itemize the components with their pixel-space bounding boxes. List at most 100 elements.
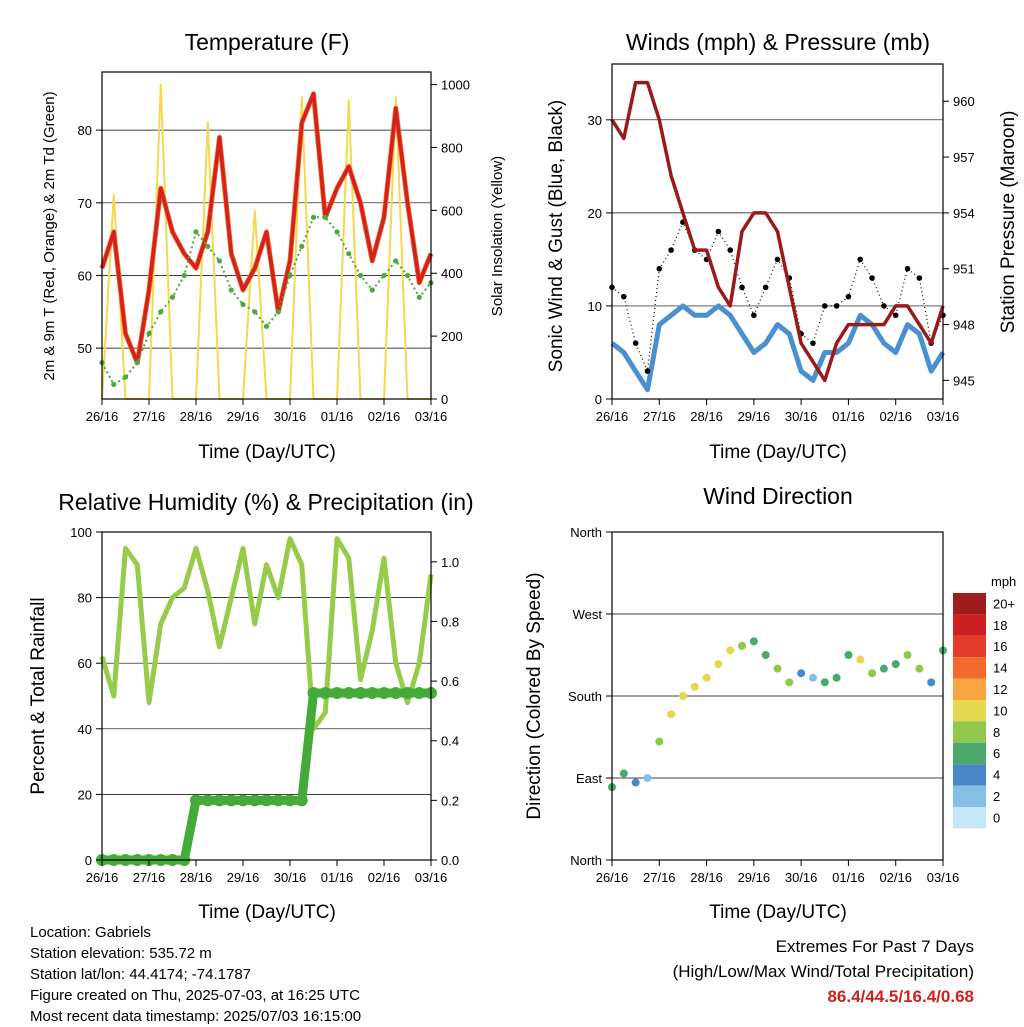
- humidity-xtick-label: 01/16: [321, 870, 354, 885]
- legend-label: 6: [993, 746, 1000, 761]
- gust-point: [668, 247, 674, 253]
- humidity-xtick-label: 28/16: [180, 870, 213, 885]
- precip-ytick-right-label: 0.2: [441, 793, 459, 808]
- temperature-title: Temperature (F): [185, 29, 350, 55]
- direction-xtick-label: 02/16: [879, 870, 912, 885]
- precip-ytick-right-label: 0.4: [441, 734, 459, 749]
- wind-xtick-label: 28/16: [690, 409, 723, 424]
- temperature-ytick-label: 60: [78, 268, 92, 283]
- legend-label: 8: [993, 725, 1000, 740]
- direction-point: [856, 655, 865, 664]
- precip-point: [295, 794, 308, 807]
- legend-label: 4: [993, 768, 1000, 783]
- gust-point: [904, 265, 911, 272]
- legend-swatch: [953, 764, 986, 786]
- legend-swatch: [953, 700, 986, 722]
- legend-swatch: [953, 657, 986, 679]
- temperature-xtick-label: 01/16: [321, 409, 354, 424]
- temperature-panel: Temperature (F) 506070800200400600800100…: [41, 29, 506, 463]
- gust-point: [739, 284, 745, 291]
- direction-ylabel: Direction (Colored By Speed): [524, 572, 545, 819]
- legend-swatch: [953, 593, 986, 615]
- temperature-xtick-label: 29/16: [227, 409, 260, 424]
- precip-point: [237, 794, 249, 807]
- wind-xtick-label: 01/16: [832, 409, 865, 424]
- direction-xlabel: Time (Day/UTC): [709, 902, 847, 923]
- gust-point: [869, 275, 875, 281]
- humidity-xtick-label: 30/16: [274, 870, 307, 885]
- wind-xtick-label: 26/16: [596, 409, 629, 424]
- temperature-xtick-label: 27/16: [133, 409, 166, 424]
- direction-point: [927, 678, 936, 687]
- direction-title: Wind Direction: [703, 483, 853, 509]
- precip-line: [97, 688, 436, 865]
- solar-ytick-right-label: 0: [441, 392, 448, 407]
- extremes-subtitle: (High/Low/Max Wind/Total Precipitation): [672, 962, 974, 981]
- direction-point: [619, 769, 628, 778]
- dewpoint-point: [134, 360, 140, 366]
- direction-point: [832, 673, 841, 682]
- wind-ytick-label: 10: [588, 299, 602, 314]
- extremes-values: 86.4/44.5/16.4/0.68: [827, 987, 974, 1006]
- pressure-ytick-right-label: 957: [953, 150, 975, 165]
- direction-point: [879, 664, 888, 673]
- humidity-xlabel: Time (Day/UTC): [198, 902, 336, 923]
- solar-ylabel: Solar Insolation (Yellow): [489, 156, 506, 316]
- solar-ytick-right-label: 600: [441, 203, 463, 218]
- direction-xtick-label: 01/16: [832, 870, 865, 885]
- humidity-xtick-label: 27/16: [133, 870, 166, 885]
- extremes-box: Extremes For Past 7 Days (High/Low/Max W…: [673, 934, 974, 1009]
- direction-point: [844, 651, 853, 659]
- direction-xtick-label: 27/16: [643, 870, 676, 885]
- precip-ytick-right-label: 0.8: [441, 614, 459, 629]
- legend-label: 10: [993, 703, 1007, 718]
- gust-point: [621, 293, 627, 300]
- direction-xtick-label: 28/16: [690, 870, 723, 885]
- temperature-xtick-label: 28/16: [180, 409, 213, 424]
- wind-xtick-label: 27/16: [643, 409, 676, 424]
- legend-label: 14: [993, 661, 1007, 676]
- precip-point: [272, 794, 285, 807]
- legend-label: 16: [993, 639, 1007, 654]
- temperature-ytick-label: 80: [78, 123, 92, 138]
- direction-point: [655, 737, 664, 746]
- solar-ytick-right-label: 1000: [441, 78, 470, 93]
- humidity-xtick-label: 26/16: [86, 870, 119, 885]
- direction-xtick-label: 03/16: [927, 870, 960, 885]
- legend-swatch: [953, 742, 986, 765]
- solar-ytick-right-label: 200: [441, 329, 463, 344]
- wind-pressure-panel: Winds (mph) & Pressure (mb) 0 10 20 30 945 94…: [546, 29, 1019, 463]
- precip-point: [260, 794, 273, 807]
- humidity-ylabel: Percent & Total Rainfall: [28, 597, 49, 794]
- legend-title: mph: [991, 574, 1016, 589]
- direction-point: [678, 692, 687, 700]
- gust-point: [632, 340, 639, 346]
- humidity-ytick-label: 20: [78, 787, 92, 802]
- gust-line: [611, 220, 944, 374]
- pressure-ytick-right-label: 960: [953, 94, 975, 109]
- legend-label: 20+: [993, 596, 1015, 611]
- direction-point: [797, 669, 806, 678]
- precip-point: [413, 687, 426, 700]
- info-elevation: Station elevation: 535.72 m: [30, 945, 212, 962]
- temperature-ylabel: 2m & 9m T (Red, Orange) & 2m Td (Green): [41, 91, 58, 380]
- direction-ytick-label: South: [568, 689, 602, 704]
- extremes-title: Extremes For Past 7 Days: [775, 937, 974, 956]
- precip-point: [248, 794, 261, 807]
- gust-point: [833, 303, 840, 309]
- dewpoint-point: [169, 294, 176, 300]
- gust-point: [857, 256, 864, 263]
- precip-point: [354, 687, 367, 700]
- legend-swatch: [953, 678, 986, 700]
- direction-ytick-label: North: [570, 525, 602, 540]
- precip-ytick-right-label: 1.0: [441, 555, 459, 570]
- direction-point: [714, 660, 723, 669]
- pressure-ytick-right-label: 954: [953, 206, 975, 221]
- direction-point: [726, 646, 735, 655]
- humidity-plot-frame: [101, 531, 432, 861]
- station-info: Location: Gabriels Station elevation: 53…: [30, 922, 361, 1027]
- direction-point: [749, 637, 758, 646]
- precip-point: [366, 687, 379, 700]
- direction-point: [891, 660, 900, 669]
